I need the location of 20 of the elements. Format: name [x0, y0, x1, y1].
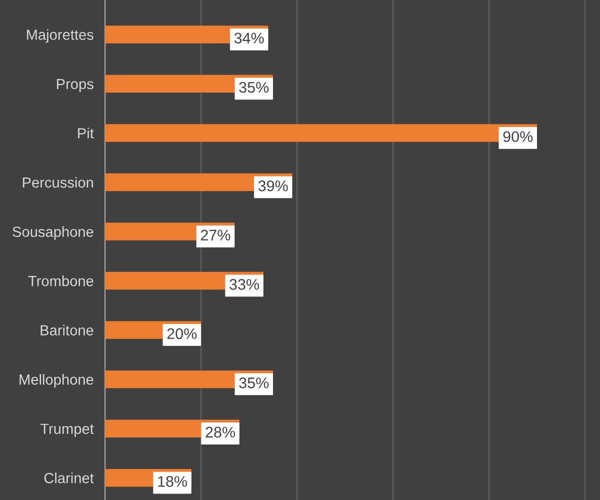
y-tick-label: Trombone	[28, 276, 94, 286]
data-label: 28%	[206, 426, 236, 438]
data-label: 20%	[167, 328, 197, 340]
y-tick-label: Mellophone	[20, 374, 94, 388]
y-tick-label: Sousaphone	[12, 226, 94, 240]
data-label: 35%	[239, 378, 269, 388]
y-tick-label: Props	[56, 78, 94, 92]
y-tick-label: Pit	[78, 128, 94, 138]
data-label: 27%	[200, 230, 230, 240]
data-label: 18%	[158, 476, 188, 487]
data-label: 35%	[239, 82, 269, 93]
y-tick-label: Majorettes	[27, 29, 94, 43]
data-label: 90%	[503, 131, 533, 142]
data-label: 33%	[230, 278, 260, 290]
data-label: 34%	[234, 32, 264, 44]
data-label: 39%	[258, 180, 288, 192]
y-tick-label: Percussion	[22, 176, 93, 188]
y-tick-label: Trumpet	[40, 424, 94, 437]
y-tick-label: Clarinet	[44, 472, 94, 484]
y-tick-label: Baritone	[40, 324, 94, 336]
